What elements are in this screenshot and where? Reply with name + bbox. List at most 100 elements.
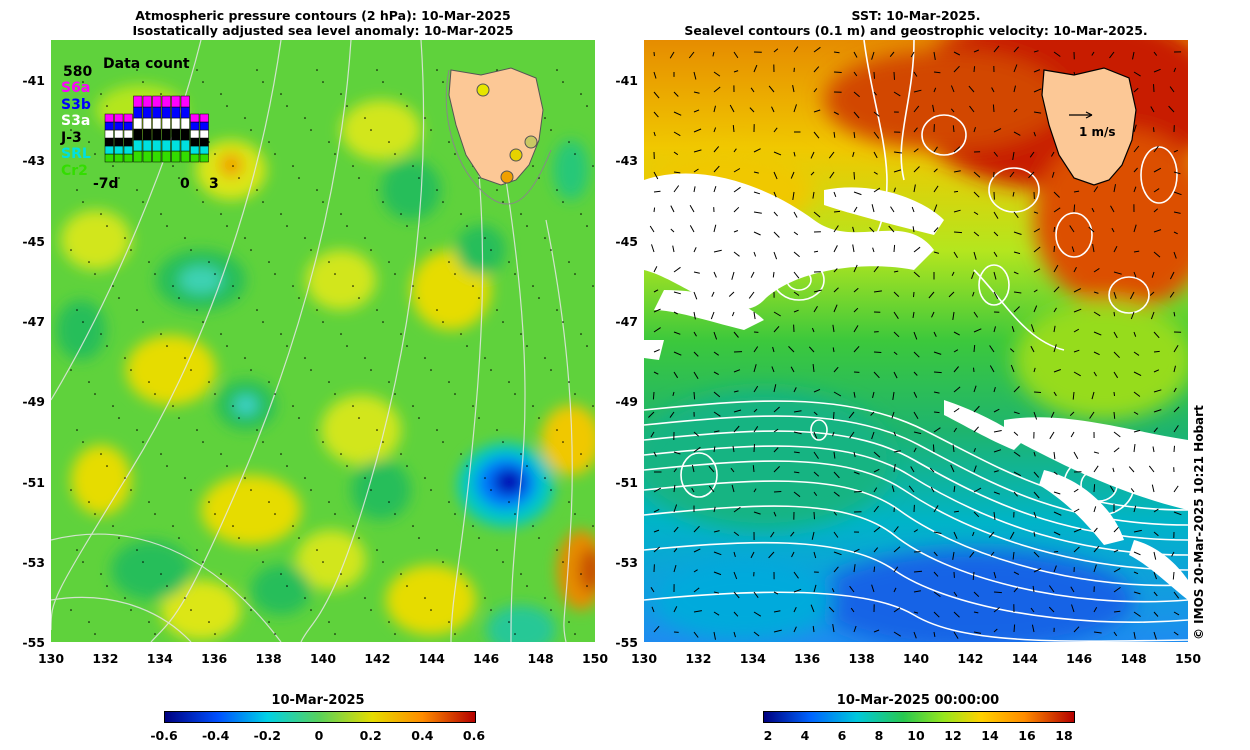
velocity-vector: [913, 331, 918, 340]
stipple-dot: [316, 549, 318, 551]
velocity-vector: [1012, 551, 1015, 560]
velocity-vector: [713, 71, 721, 77]
stipple-dot: [418, 297, 420, 299]
stipple-dot: [364, 117, 366, 119]
velocity-vector: [1113, 567, 1121, 573]
velocity-vector: [993, 251, 998, 257]
stipple-dot: [310, 369, 312, 371]
velocity-vector: [1013, 386, 1020, 393]
velocity-vector: [952, 311, 955, 320]
left-y-tick: -55: [22, 635, 45, 651]
velocity-vector: [750, 551, 755, 559]
stipple-dot: [448, 621, 450, 623]
stipple-dot: [274, 273, 276, 275]
stipple-dot: [436, 69, 438, 71]
stipple-dot: [376, 429, 378, 431]
stipple-dot: [124, 237, 126, 239]
stipple-dot: [280, 573, 282, 575]
velocity-vector: [953, 349, 959, 353]
velocity-vector: [1133, 331, 1137, 337]
stipple-dot: [442, 561, 444, 563]
velocity-vector: [1093, 484, 1096, 493]
velocity-vector: [1073, 204, 1076, 213]
histogram-bar-segment: [114, 153, 124, 163]
sst-map[interactable]: 1 m/s: [644, 40, 1188, 642]
velocity-vector: [913, 391, 918, 398]
velocity-vector: [1093, 267, 1100, 273]
velocity-vector: [1150, 106, 1155, 113]
stipple-dot: [550, 369, 552, 371]
stipple-dot: [382, 81, 384, 83]
histogram-bar-segment: [152, 117, 162, 130]
velocity-vector: [651, 244, 655, 253]
velocity-vector: [731, 271, 735, 280]
velocity-vector: [933, 391, 940, 394]
velocity-vector: [833, 566, 839, 573]
histogram-bar-segment: [133, 150, 143, 163]
velocity-vector: [933, 51, 936, 60]
right-y-tick: -53: [615, 554, 638, 570]
data-count-x-zero: 0: [180, 176, 190, 192]
tide-gauge-marker: [500, 170, 514, 184]
stipple-dot: [550, 129, 552, 131]
velocity-vector: [1113, 586, 1121, 593]
colorbar-tick: -0.6: [150, 728, 178, 743]
histogram-bar-segment: [123, 145, 133, 155]
stipple-dot: [580, 213, 582, 215]
stipple-dot: [130, 249, 132, 251]
velocity-vector: [1013, 624, 1016, 633]
velocity-vector: [1030, 324, 1035, 333]
stipple-dot: [142, 201, 144, 203]
stipple-dot: [544, 117, 546, 119]
velocity-vector: [733, 148, 737, 153]
velocity-vector: [732, 445, 735, 453]
velocity-vector: [913, 447, 917, 453]
left-y-tick: -43: [22, 153, 45, 169]
velocity-vector: [673, 291, 681, 295]
colorbar-tick: 10: [907, 728, 925, 743]
velocity-vector: [969, 551, 975, 558]
velocity-vector: [893, 371, 898, 379]
mission-label: S3b: [61, 96, 91, 113]
velocity-vector: [653, 171, 659, 180]
left-x-tick: 140: [309, 651, 337, 666]
stipple-dot: [208, 261, 210, 263]
velocity-vector: [873, 111, 880, 117]
velocity-vector: [1153, 84, 1155, 93]
stipple-dot: [208, 381, 210, 383]
velocity-vector: [1153, 350, 1160, 353]
velocity-vector: [1053, 531, 1061, 536]
velocity-vector: [1091, 51, 1095, 56]
velocity-vector: [673, 526, 679, 533]
velocity-vector: [893, 71, 895, 80]
stipple-dot: [256, 189, 258, 191]
velocity-vector: [853, 91, 860, 98]
stipple-dot: [454, 273, 456, 275]
pressure-contours: [51, 40, 573, 642]
velocity-vector: [733, 425, 740, 433]
stipple-dot: [586, 105, 588, 107]
velocity-vector: [931, 311, 935, 318]
velocity-vector: [713, 430, 720, 433]
right-y-tick: -49: [615, 394, 638, 410]
velocity-vector: [1010, 364, 1015, 373]
stipple-dot: [160, 573, 162, 575]
stipple-dot: [124, 597, 126, 599]
stipple-dot: [436, 309, 438, 311]
velocity-vector: [790, 531, 795, 537]
sea-level-anomaly-map[interactable]: Data count 580 S6a S3b S3a J-3 SRL Cr2 -7d 0 …: [51, 40, 595, 642]
velocity-vector: [1073, 508, 1080, 513]
velocity-vector: [813, 431, 818, 439]
velocity-vector: [832, 324, 835, 333]
velocity-vector: [731, 484, 735, 493]
velocity-vector: [973, 344, 976, 353]
stipple-dot: [406, 105, 408, 107]
velocity-vector: [792, 191, 795, 200]
stipple-dot: [292, 405, 294, 407]
velocity-vector: [693, 331, 697, 337]
stipple-dot: [508, 261, 510, 263]
right-x-tick: 142: [957, 651, 984, 666]
velocity-vector: [653, 266, 658, 273]
velocity-vector: [793, 251, 800, 258]
velocity-vector: [1033, 411, 1038, 420]
